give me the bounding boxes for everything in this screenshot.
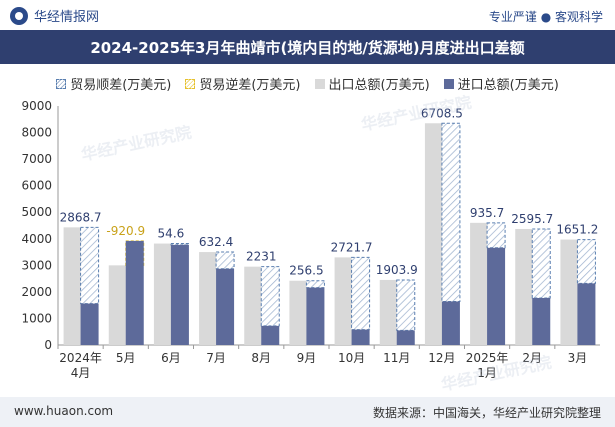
y-tick-label: 3000 <box>21 258 52 272</box>
import-bar[interactable] <box>306 287 325 345</box>
x-tick-label: 2024年 <box>59 351 102 365</box>
x-tick-label: 4月 <box>71 366 91 380</box>
x-tick-label: 6月 <box>161 351 181 365</box>
legend-swatch-deficit <box>185 78 196 89</box>
import-bar[interactable] <box>80 303 99 345</box>
import-bar[interactable] <box>216 268 235 345</box>
y-tick-label: 8000 <box>21 126 52 140</box>
import-bar[interactable] <box>396 330 415 345</box>
y-tick-label: 1000 <box>21 311 52 325</box>
trade-surplus-bar[interactable] <box>215 251 235 270</box>
import-bar[interactable] <box>487 247 506 345</box>
x-tick-label: 8月 <box>251 351 271 365</box>
export-bar[interactable] <box>379 279 398 345</box>
y-tick-label: 0 <box>44 338 52 352</box>
balance-data-label: 935.7 <box>470 206 504 220</box>
y-tick-label: 6000 <box>21 179 52 193</box>
import-bar[interactable] <box>170 244 189 345</box>
trade-surplus-bar[interactable] <box>531 228 551 299</box>
brand-name: 华经情报网 <box>34 10 100 25</box>
trade-surplus-bar[interactable] <box>351 256 371 331</box>
export-bar[interactable] <box>289 280 308 345</box>
footer: www.huaon.com 数据来源：中国海关，华经产业研究院整理 <box>0 397 615 427</box>
export-bar[interactable] <box>244 266 263 345</box>
import-bar[interactable] <box>532 297 551 345</box>
export-bar[interactable] <box>515 228 534 345</box>
tagline: 专业严谨 ● 客观科学 <box>488 10 603 24</box>
legend-label-import: 进口总额(万美元) <box>457 78 559 93</box>
chart-title: 2024-2025年3月年曲靖市(境内目的地/货源地)月度进出口差额 <box>90 39 525 57</box>
import-bar[interactable] <box>351 329 370 345</box>
balance-data-label: 54.6 <box>158 227 185 241</box>
x-tick-label: 5月 <box>116 351 136 365</box>
export-bar[interactable] <box>153 243 172 345</box>
chart-legend: 贸易顺差(万美元) 贸易逆差(万美元) 出口总额(万美元) 进口总额(万美元) <box>0 74 615 93</box>
footer-source: 数据来源：中国海关，华经产业研究院整理 <box>372 406 601 420</box>
balance-data-label: -920.9 <box>106 224 145 238</box>
x-tick-label: 3月 <box>568 351 588 365</box>
x-tick-label: 7月 <box>206 351 226 365</box>
legend-label-deficit: 贸易逆差(万美元) <box>199 78 301 93</box>
balance-data-label: 256.5 <box>289 264 323 278</box>
trade-surplus-bar[interactable] <box>305 280 325 289</box>
balance-data-label: 1903.9 <box>376 263 418 277</box>
legend-swatch-export <box>314 78 325 89</box>
legend-item-export[interactable]: 出口总额(万美元) <box>314 74 430 93</box>
y-tick-label: 5000 <box>21 205 52 219</box>
trade-surplus-bar[interactable] <box>576 239 596 284</box>
import-bar[interactable] <box>441 301 460 345</box>
y-tick-label: 4000 <box>21 232 52 246</box>
legend-label-surplus: 贸易顺差(万美元) <box>70 78 172 93</box>
x-tick-label: 2月 <box>522 351 542 365</box>
x-tick-label: 9月 <box>297 351 317 365</box>
import-bar[interactable] <box>577 283 596 345</box>
title-bar: 2024-2025年3月年曲靖市(境内目的地/货源地)月度进出口差额 <box>0 30 615 64</box>
trade-surplus-bar[interactable] <box>80 226 100 305</box>
export-bar[interactable] <box>199 252 218 345</box>
export-bar[interactable] <box>334 257 353 345</box>
export-bar[interactable] <box>108 265 127 345</box>
balance-data-label: 2595.7 <box>511 212 553 226</box>
trade-surplus-bar[interactable] <box>260 266 280 327</box>
chart-plot: 0 1000 2000 3000 4000 5000 6000 7000 8000 9000 286… <box>21 99 600 380</box>
trade-surplus-bar[interactable] <box>441 122 461 302</box>
y-tick-label: 7000 <box>21 152 52 166</box>
y-tick-label: 2000 <box>21 285 52 299</box>
legend-item-import[interactable]: 进口总额(万美元) <box>443 74 559 93</box>
export-bar[interactable] <box>424 123 443 345</box>
legend-item-deficit[interactable]: 贸易逆差(万美元) <box>185 74 301 93</box>
legend-label-export: 出口总额(万美元) <box>328 78 430 93</box>
legend-swatch-import <box>443 78 454 89</box>
brand-logo-icon <box>10 6 28 25</box>
balance-data-label: 6708.5 <box>421 106 463 120</box>
export-bar[interactable] <box>63 227 82 345</box>
x-tick-label: 11月 <box>383 351 410 365</box>
x-tick-label: 10月 <box>338 351 365 365</box>
balance-data-label: 632.4 <box>199 235 233 249</box>
import-bar[interactable] <box>125 240 144 345</box>
brand[interactable]: 华经情报网 <box>10 6 99 25</box>
import-bar[interactable] <box>261 325 280 345</box>
export-bar[interactable] <box>470 222 489 345</box>
x-tick-label: 2025年 <box>466 351 509 365</box>
x-tick-label: 12月 <box>428 351 455 365</box>
export-bar[interactable] <box>560 239 579 345</box>
balance-data-label: 2231 <box>246 250 277 264</box>
footer-site[interactable]: www.huaon.com <box>14 404 114 418</box>
legend-swatch-surplus <box>56 78 67 89</box>
trade-surplus-bar[interactable] <box>396 279 416 331</box>
balance-data-label: 2868.7 <box>60 210 102 224</box>
top-bar: 华经情报网 专业严谨 ● 客观科学 <box>0 0 615 30</box>
balance-data-label: 2721.7 <box>331 240 373 254</box>
trade-surplus-bar[interactable] <box>170 243 190 246</box>
balance-data-label: 1651.2 <box>556 223 598 237</box>
y-tick-label: 9000 <box>21 99 52 113</box>
legend-item-surplus[interactable]: 贸易顺差(万美元) <box>56 74 171 93</box>
x-tick-label: 1月 <box>477 366 497 380</box>
trade-surplus-bar[interactable] <box>486 222 506 249</box>
